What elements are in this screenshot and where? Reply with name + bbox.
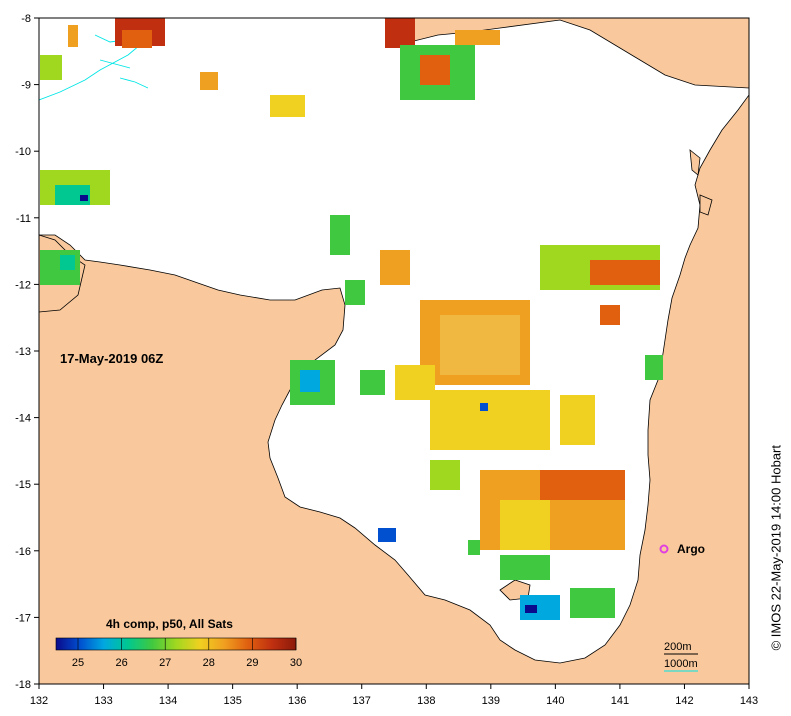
x-tick-label: 135 bbox=[223, 695, 241, 707]
sst-patches bbox=[40, 18, 663, 620]
x-tick-label: 134 bbox=[159, 695, 177, 707]
x-tick-label: 141 bbox=[611, 695, 629, 707]
land-islands bbox=[689, 149, 713, 216]
y-tick-label: -9 bbox=[21, 80, 31, 92]
argo-label: Argo bbox=[677, 542, 705, 556]
y-tick-label: -11 bbox=[16, 213, 31, 225]
colorbar-tick-label: 27 bbox=[159, 657, 171, 669]
x-tick-label: 143 bbox=[740, 695, 758, 707]
y-tick-label: -16 bbox=[15, 546, 31, 558]
colorbar-tick-label: 25 bbox=[72, 657, 84, 669]
y-tick-label: -13 bbox=[15, 346, 31, 358]
y-tick-label: -10 bbox=[15, 146, 31, 158]
contour-200m-label: 200m bbox=[664, 641, 692, 653]
y-tick-label: -17 bbox=[15, 612, 31, 624]
x-tick-label: 133 bbox=[94, 695, 112, 707]
colorbar-tick-label: 28 bbox=[203, 657, 215, 669]
colorbar-tick-label: 29 bbox=[246, 657, 258, 669]
x-tick-label: 142 bbox=[675, 695, 693, 707]
x-axis: 132 133 134 135 136 137 138 139 140 141 142 143 bbox=[30, 684, 758, 707]
argo-marker bbox=[659, 544, 669, 554]
colorbar bbox=[55, 637, 297, 651]
x-tick-label: 138 bbox=[417, 695, 435, 707]
x-tick-label: 137 bbox=[353, 695, 371, 707]
contour-1000m-label: 1000m bbox=[664, 658, 698, 670]
y-tick-label: -8 bbox=[21, 13, 31, 25]
x-tick-label: 139 bbox=[482, 695, 500, 707]
colorbar-tick-label: 30 bbox=[290, 657, 302, 669]
y-tick-label: -12 bbox=[15, 279, 31, 291]
y-tick-label: -18 bbox=[15, 679, 31, 691]
colorbar-ticks: 25 26 27 28 29 30 bbox=[72, 638, 302, 669]
x-tick-label: 140 bbox=[546, 695, 564, 707]
x-tick-label: 136 bbox=[288, 695, 306, 707]
timestamp-label: 17-May-2019 06Z bbox=[60, 351, 163, 366]
credit-label: © IMOS 22-May-2019 14:00 Hobart bbox=[768, 445, 783, 651]
y-tick-label: -14 bbox=[15, 413, 31, 425]
colorbar-title: 4h comp, p50, All Sats bbox=[106, 617, 233, 631]
y-tick-label: -15 bbox=[15, 479, 31, 491]
y-axis: -8 -9 -10 -11 -12 -13 -14 -15 -16 -17 -18 bbox=[15, 13, 39, 691]
colorbar-tick-label: 26 bbox=[115, 657, 127, 669]
x-tick-label: 132 bbox=[30, 695, 48, 707]
contour-200m bbox=[39, 34, 151, 101]
